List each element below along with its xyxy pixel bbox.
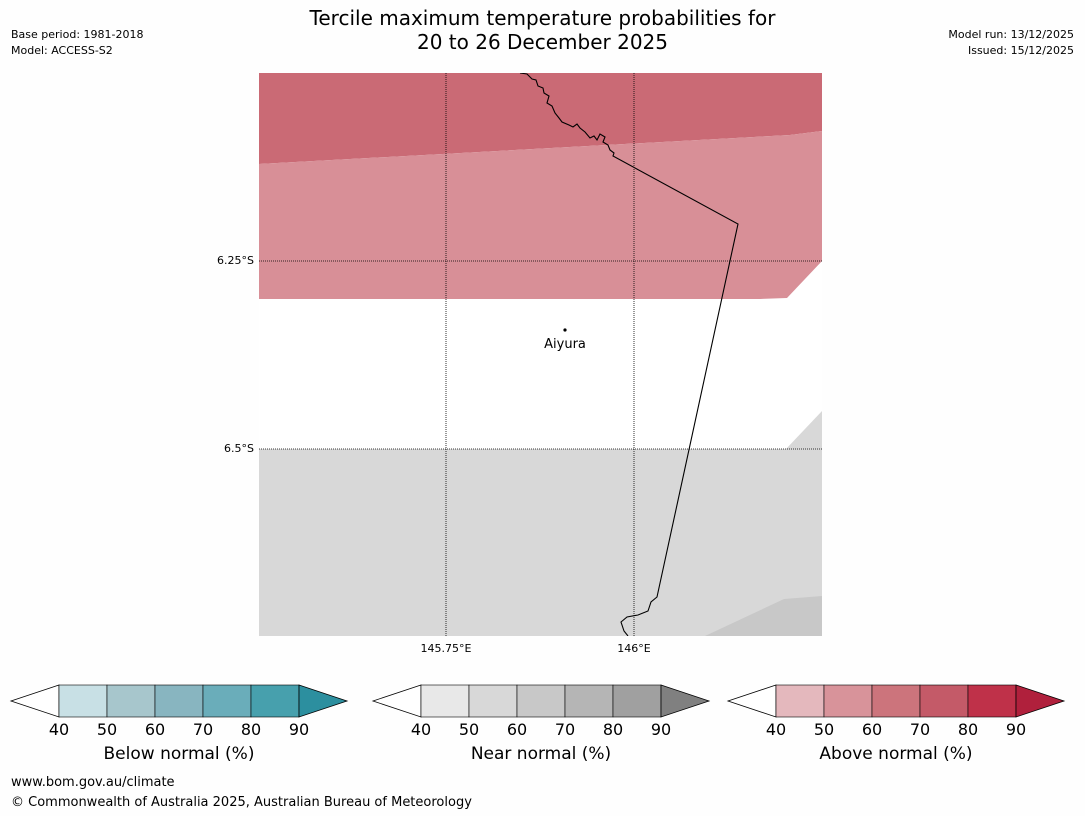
colorbar-extend-low — [726, 684, 777, 718]
colorbar-segment — [612, 684, 662, 718]
lat-label-6-5: 6.5°S — [224, 442, 254, 455]
colorbar-extend-high — [298, 684, 349, 718]
colorbar-segment — [564, 684, 614, 718]
lon-label-146: 146°E — [617, 642, 651, 655]
colorbar-below: 40 50 60 70 80 90 — [9, 684, 349, 739]
colorbar-segment — [154, 684, 204, 718]
place-marker-dot — [563, 328, 567, 332]
meta-right: Model run: 13/12/2025 Issued: 15/12/2025 — [948, 27, 1074, 59]
colorbar-extend-high — [660, 684, 711, 718]
colorbar-tick-label: 50 — [459, 720, 479, 739]
colorbar-tick-label: 50 — [97, 720, 117, 739]
title-line-2: 20 to 26 December 2025 — [416, 30, 668, 54]
colorbar-segment — [823, 684, 873, 718]
colorbar-tick-label: 90 — [1006, 720, 1026, 739]
colorbar-segment — [420, 684, 470, 718]
map-area — [259, 73, 822, 636]
footer-copyright: © Commonwealth of Australia 2025, Austra… — [11, 795, 472, 810]
colorbar-extend-high — [1015, 684, 1066, 718]
colorbar-near: 40 50 60 70 80 90 — [371, 684, 711, 739]
colorbar-tick-label: 70 — [193, 720, 213, 739]
footer-website: www.bom.gov.au/climate — [11, 775, 175, 790]
colorbar-segment — [775, 684, 825, 718]
colorbar-above: 40 50 60 70 80 90 — [726, 684, 1066, 739]
lon-label-145-75: 145.75°E — [420, 642, 472, 655]
title-line-1: Tercile maximum temperature probabilitie… — [309, 6, 776, 30]
zone-near-50 — [259, 411, 822, 636]
colorbar-segment — [250, 684, 300, 718]
colorbar-tick-label: 60 — [145, 720, 165, 739]
colorbar-tick-label: 80 — [603, 720, 623, 739]
colorbar-tick-label: 90 — [289, 720, 309, 739]
colorbar-segment — [871, 684, 921, 718]
colorbar-tick-label: 80 — [958, 720, 978, 739]
chart-title: Tercile maximum temperature probabilitie… — [0, 6, 1085, 54]
colorbar-tick-label: 60 — [862, 720, 882, 739]
colorbar-segment — [202, 684, 252, 718]
colorbar-segment — [106, 684, 156, 718]
colorbar-tick-label: 90 — [651, 720, 671, 739]
colorbar-segment — [967, 684, 1017, 718]
meta-left: Base period: 1981-2018 Model: ACCESS-S2 — [11, 27, 143, 59]
colorbar-extend-low — [9, 684, 60, 718]
lat-label-6-25: 6.25°S — [217, 254, 254, 267]
colorbar-segment — [58, 684, 108, 718]
issued-date: Issued: 15/12/2025 — [967, 44, 1074, 57]
province-boundary — [519, 73, 739, 636]
colorbar-tick-label: 40 — [49, 720, 69, 739]
colorbar-segment — [919, 684, 969, 718]
colorbar-segment — [516, 684, 566, 718]
base-period: Base period: 1981-2018 — [11, 28, 144, 41]
colorbar-tick-label: 70 — [910, 720, 930, 739]
colorbar-segment — [468, 684, 518, 718]
colorbar-extend-low — [371, 684, 422, 718]
colorbar-title-below: Below normal (%) — [103, 744, 255, 764]
zone-near-60 — [705, 596, 822, 636]
zone-above-60 — [259, 131, 822, 299]
place-label: Aiyura — [544, 337, 586, 352]
colorbar-tick-label: 50 — [814, 720, 834, 739]
zone-above-70 — [259, 73, 822, 164]
colorbars: 40 50 60 70 80 90 40 50 60 70 80 90 40 50 60 70 80 90 — [9, 684, 1066, 739]
colorbar-tick-label: 40 — [766, 720, 786, 739]
colorbar-title-above: Above normal (%) — [819, 744, 973, 764]
model-run: Model run: 13/12/2025 — [948, 28, 1074, 41]
colorbar-tick-label: 70 — [555, 720, 575, 739]
colorbar-tick-label: 60 — [507, 720, 527, 739]
colorbar-title-near: Near normal (%) — [470, 744, 612, 764]
colorbar-tick-label: 40 — [411, 720, 431, 739]
colorbar-tick-label: 80 — [241, 720, 261, 739]
model-name: Model: ACCESS-S2 — [11, 44, 113, 57]
